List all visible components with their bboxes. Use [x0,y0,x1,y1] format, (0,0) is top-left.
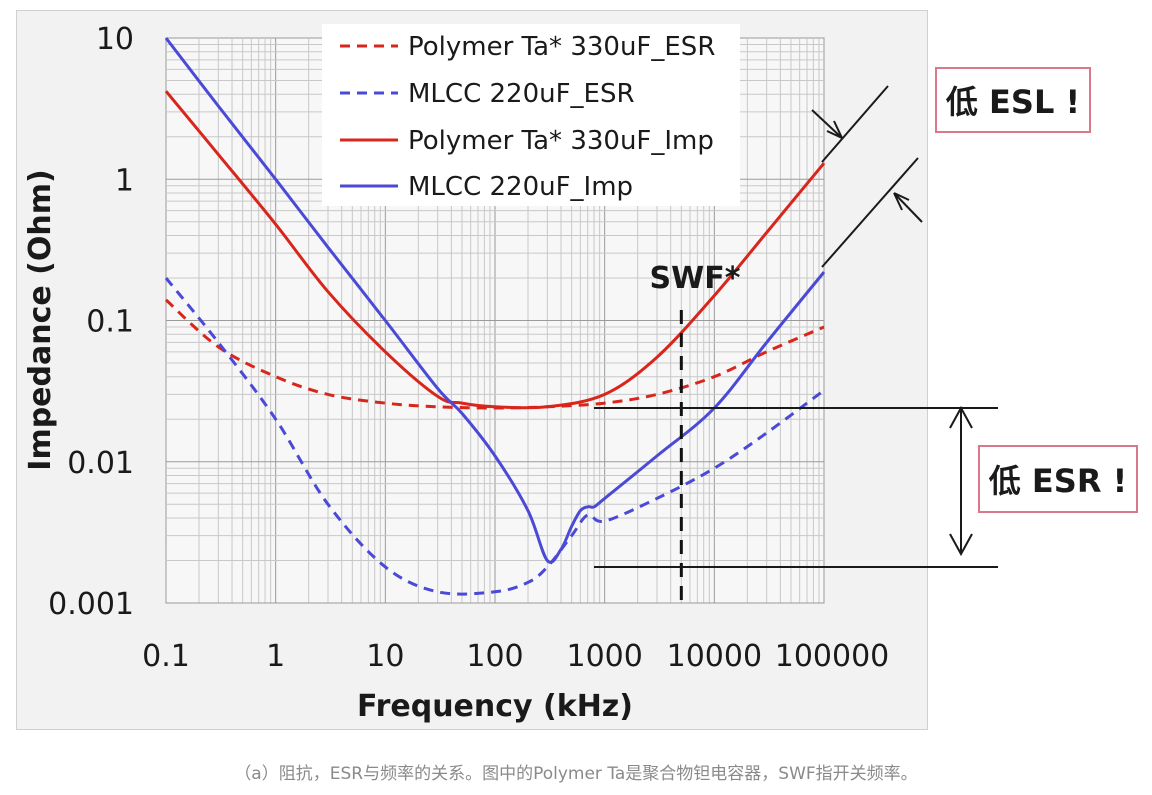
legend-label-polymer-imp: Polymer Ta* 330uF_Imp [408,126,714,156]
y-tick-labels: 0.001 0.01 0.1 1 10 [48,22,134,622]
esr-dimension-arrow-top [949,405,973,429]
y-tick-label: 0.001 [48,587,134,622]
legend: Polymer Ta* 330uF_ESR MLCC 220uF_ESR Pol… [322,24,740,206]
x-tick-label: 10000 [667,639,762,674]
series-mlcc-esr [164,277,825,596]
y-axis-label: Impedance (Ohm) [23,169,58,470]
esl-arrow-lower [893,192,923,223]
legend-label-mlcc-imp: MLCC 220uF_Imp [408,172,633,202]
low-esl-callout: 低 ESL ! [935,67,1091,133]
legend-label-mlcc-esr: MLCC 220uF_ESR [408,79,635,109]
series-group [164,37,826,596]
x-tick-labels: 0.1 1 10 100 1000 10000 100000 [142,639,889,674]
esl-guide-line-lower [821,157,919,268]
legend-box [322,24,740,206]
figure-caption: （a）阻抗，ESR与频率的关系。图中的Polymer Ta是聚合物钽电容器，SW… [234,764,918,784]
esr-dimension-arrow-bottom [949,533,973,557]
y-tick-label: 10 [96,22,134,57]
low-esr-callout: 低 ESR ! [978,445,1138,513]
x-axis-label: Frequency (kHz) [357,689,633,724]
x-tick-label: 100 [466,639,523,674]
x-tick-label: 0.1 [142,639,190,674]
esl-guide-line-upper [821,85,889,163]
swf-label: SWF* [650,261,741,296]
esl-arrow-upper [811,109,843,139]
x-tick-label: 1000 [566,639,642,674]
legend-label-polymer-esr: Polymer Ta* 330uF_ESR [408,32,715,62]
x-tick-label: 100000 [775,639,890,674]
series-mlcc-imp [164,37,826,564]
x-tick-label: 10 [366,639,404,674]
y-tick-label: 0.01 [67,446,134,481]
impedance-chart: 0.001 0.01 0.1 1 10 0.1 1 10 100 1000 10000 100000… [23,22,998,724]
annotations: SWF* [594,85,998,603]
y-tick-label: 1 [115,163,134,198]
x-tick-label: 1 [266,639,285,674]
series-polymer-imp [164,90,826,410]
y-tick-label: 0.1 [86,305,134,340]
